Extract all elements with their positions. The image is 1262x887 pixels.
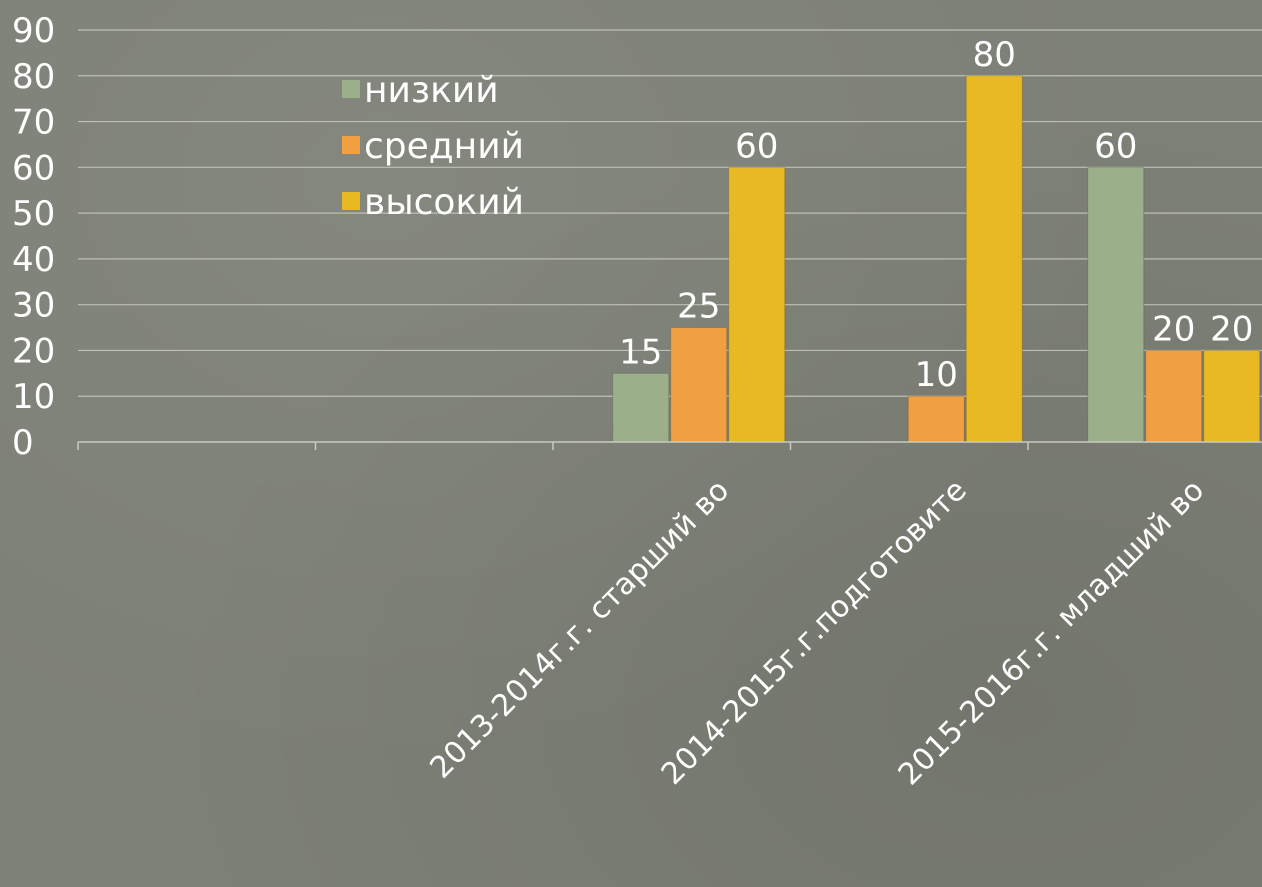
bar — [612, 372, 670, 443]
y-tick-label: 40 — [12, 240, 55, 280]
legend-swatch — [342, 136, 360, 154]
data-label: 60 — [735, 126, 778, 166]
bar — [728, 166, 786, 443]
value-labels: 15 25 60 10 80 60 20 20 — [619, 35, 1253, 395]
bar — [1087, 166, 1145, 443]
legend-swatch — [342, 192, 360, 210]
bar — [670, 327, 728, 443]
y-tick-label: 20 — [12, 331, 55, 371]
gridlines — [78, 29, 1262, 397]
y-tick-label: 0 — [12, 423, 34, 463]
legend: низкий средний высокий — [342, 70, 524, 223]
data-label: 60 — [1094, 126, 1137, 166]
y-axis: 0 10 20 30 40 50 60 70 80 90 — [12, 11, 55, 463]
y-tick-label: 80 — [12, 57, 55, 97]
data-label: 20 — [1152, 309, 1195, 349]
legend-swatch — [342, 80, 360, 98]
data-label: 10 — [915, 355, 958, 395]
y-tick-label: 70 — [12, 103, 55, 143]
data-label: 80 — [973, 35, 1016, 75]
legend-label: средний — [364, 126, 524, 167]
y-tick-label: 30 — [12, 286, 55, 326]
legend-label: высокий — [364, 182, 524, 223]
legend-label: низкий — [364, 70, 499, 111]
data-label: 20 — [1210, 309, 1253, 349]
bar — [1145, 349, 1203, 443]
y-tick-label: 50 — [12, 194, 55, 234]
bar — [907, 395, 965, 443]
y-tick-label: 60 — [12, 148, 55, 188]
y-tick-label: 10 — [12, 377, 55, 417]
bar — [965, 75, 1023, 443]
data-label: 25 — [677, 287, 720, 327]
bar — [1203, 349, 1261, 443]
bars — [612, 75, 1261, 443]
y-tick-label: 90 — [12, 11, 55, 51]
x-axis: 2013-2014г.г. старший во2014-2015г.г.под… — [77, 441, 1262, 792]
data-label: 15 — [619, 332, 662, 372]
